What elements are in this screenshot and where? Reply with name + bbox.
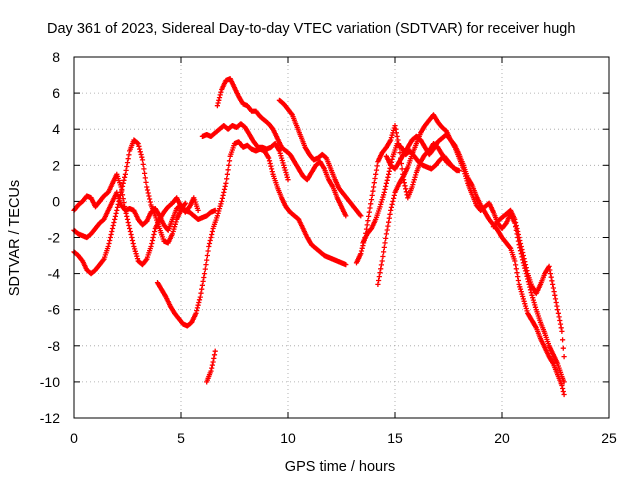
grid	[73, 56, 610, 419]
data-points	[490, 207, 567, 360]
y-tick-label: 4	[52, 121, 60, 137]
y-tick-label: 0	[52, 193, 60, 209]
series-track-8	[204, 348, 218, 385]
y-tick-label: -6	[48, 302, 61, 318]
data-points	[199, 121, 291, 183]
series-track-13	[490, 207, 567, 360]
y-tick-label: 6	[52, 85, 60, 101]
series-track-4	[154, 139, 349, 329]
data-points	[276, 97, 364, 219]
y-axis-label: SDTVAR / TECUs	[7, 180, 23, 296]
x-tick-label: 20	[494, 430, 510, 446]
data-points	[204, 348, 218, 385]
y-tick-label: -2	[48, 230, 61, 246]
series-track-6	[214, 76, 349, 219]
plot-area	[71, 76, 567, 398]
y-tick-label: -12	[40, 410, 60, 426]
series-track-1	[71, 171, 218, 268]
x-tick-label: 15	[387, 430, 403, 446]
chart-title: Day 361 of 2023, Sidereal Day-to-day VTE…	[47, 21, 575, 37]
x-tick-label: 5	[177, 430, 185, 446]
y-tick-label: -8	[48, 338, 61, 354]
y-tick-label: -10	[40, 374, 60, 390]
series-track-12	[383, 132, 567, 385]
data-points	[71, 171, 218, 268]
series-track-5	[199, 121, 291, 183]
axis-tick-labels: 0 5 10 15 20 25 -12 -10 -8 -6 -4 -2 0 2 4 6 8	[40, 49, 617, 446]
x-axis-label: GPS time / hours	[285, 459, 395, 475]
y-tick-label: -4	[48, 266, 61, 282]
plot-frame	[73, 56, 610, 419]
x-tick-label: 10	[280, 430, 296, 446]
data-points	[154, 139, 349, 329]
y-tick-label: 2	[52, 157, 60, 173]
y-tick-label: 8	[52, 49, 60, 65]
x-tick-label: 25	[601, 430, 617, 446]
x-tick-label: 0	[70, 430, 78, 446]
data-points	[383, 132, 567, 385]
data-points	[214, 76, 349, 219]
series-track-7	[276, 97, 364, 219]
